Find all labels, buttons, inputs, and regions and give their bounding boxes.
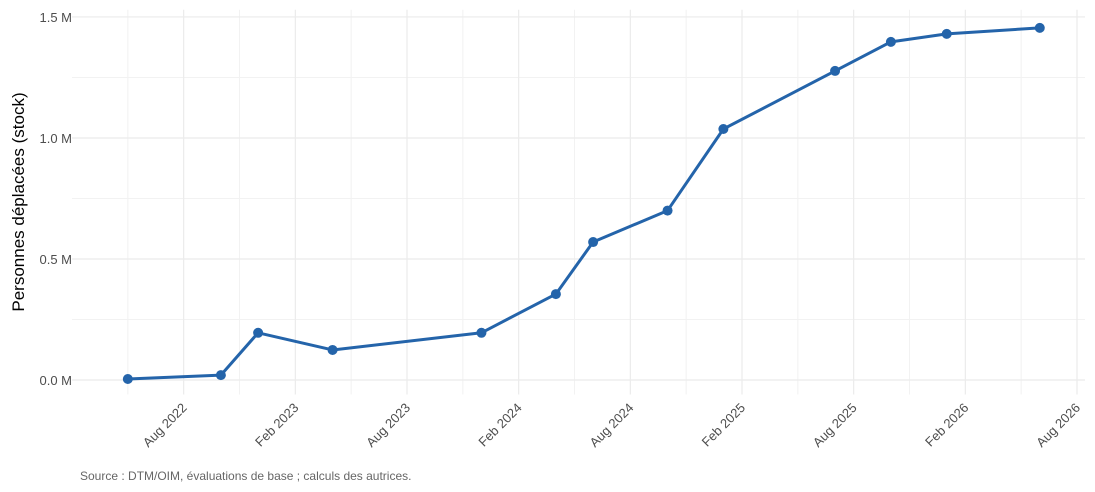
x-tick-label: Aug 2022 xyxy=(140,400,190,450)
grid xyxy=(72,9,1085,395)
point xyxy=(327,344,338,355)
x-tick-label: Aug 2024 xyxy=(586,400,636,450)
point xyxy=(885,36,896,47)
y-tick-label: 1.5 M xyxy=(39,10,72,25)
x-tick-label: Feb 2024 xyxy=(475,400,524,449)
caption: Source : DTM/OIM, évaluations de base ; … xyxy=(80,469,411,483)
x-tick-label: Aug 2023 xyxy=(363,400,413,450)
point xyxy=(1034,22,1045,33)
point xyxy=(830,65,841,76)
x-tick-label: Feb 2025 xyxy=(699,400,748,449)
point xyxy=(662,205,673,216)
point xyxy=(476,327,487,338)
y-tick-label: 1.0 M xyxy=(39,131,72,146)
y-tick-label: 0.5 M xyxy=(39,252,72,267)
point xyxy=(941,28,952,39)
line xyxy=(127,26,1040,381)
x-tick-label: Aug 2025 xyxy=(810,400,860,450)
y-tick-label: 0.0 M xyxy=(39,373,72,388)
x-tick-label: Feb 2023 xyxy=(252,400,301,449)
point xyxy=(215,370,226,381)
point xyxy=(122,374,133,385)
point xyxy=(550,289,561,300)
x-tick-label: Feb 2026 xyxy=(922,400,971,449)
point xyxy=(588,237,599,248)
x-tick-label: Aug 2026 xyxy=(1033,400,1083,450)
point xyxy=(253,327,264,338)
y-axis-title: Personnes déplacées (stock) xyxy=(9,92,28,311)
point xyxy=(718,124,729,135)
